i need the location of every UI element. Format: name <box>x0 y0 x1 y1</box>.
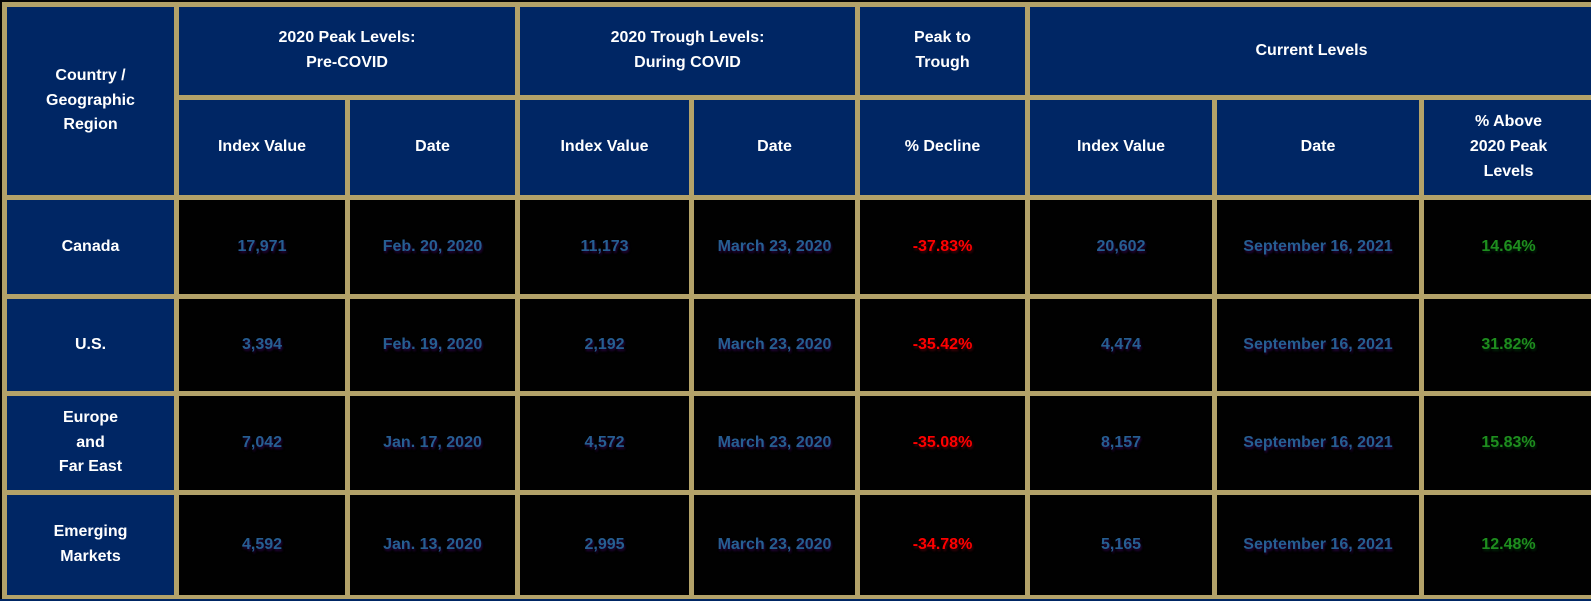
region-label: Emerging Markets <box>2 490 179 600</box>
current-index-value: 5,165 <box>1025 490 1217 600</box>
subheader-percent-above-peak: % Above 2020 Peak Levels <box>1418 95 1591 200</box>
peak-index-value: 17,971 <box>174 195 350 299</box>
current-index-value: 20,602 <box>1025 195 1217 299</box>
trough-index-value: 4,572 <box>515 391 694 495</box>
subheader-trough-date: Date <box>689 95 860 200</box>
current-index-value: 4,474 <box>1025 294 1217 396</box>
header-trough-levels-group: 2020 Trough Levels: During COVID <box>515 2 860 100</box>
trough-index-value: 2,995 <box>515 490 694 600</box>
table-row-emerging-markets: Emerging Markets 4,592 Jan. 13, 2020 2,9… <box>2 490 1591 600</box>
peak-date: Feb. 20, 2020 <box>345 195 520 299</box>
subheader-current-date: Date <box>1212 95 1424 200</box>
trough-index-value: 2,192 <box>515 294 694 396</box>
sub-header-row: Index Value Date Index Value Date % Decl… <box>5 95 1591 200</box>
header-current-levels-group: Current Levels <box>1024 2 1591 100</box>
percent-decline: -35.42% <box>855 294 1030 396</box>
table-row-europe-far-east: Europe and Far East 7,042 Jan. 17, 2020 … <box>2 391 1591 495</box>
header-country-region: Country / Geographic Region <box>2 2 179 200</box>
region-label: Europe and Far East <box>2 391 179 495</box>
peak-index-value: 3,394 <box>174 294 350 396</box>
peak-date: Jan. 13, 2020 <box>345 490 520 600</box>
trough-date: March 23, 2020 <box>689 490 860 600</box>
peak-index-value: 7,042 <box>174 391 350 495</box>
current-date: September 16, 2021 <box>1212 391 1424 495</box>
trough-date: March 23, 2020 <box>689 294 860 396</box>
subheader-percent-decline: % Decline <box>855 95 1030 200</box>
trough-index-value: 11,173 <box>515 195 694 299</box>
percent-decline: -37.83% <box>855 195 1030 299</box>
percent-above-peak: 31.82% <box>1418 294 1591 396</box>
current-index-value: 8,157 <box>1025 391 1217 495</box>
bottom-accent-line <box>0 599 1591 601</box>
current-date: September 16, 2021 <box>1212 195 1424 299</box>
header-peak-levels-group: 2020 Peak Levels: Pre-COVID <box>174 2 520 100</box>
percent-above-peak: 15.83% <box>1418 391 1591 495</box>
peak-index-value: 4,592 <box>174 490 350 600</box>
percent-decline: -34.78% <box>855 490 1030 600</box>
trough-date: March 23, 2020 <box>689 195 860 299</box>
region-label: Canada <box>2 195 179 299</box>
subheader-peak-date: Date <box>345 95 520 200</box>
header-peak-to-trough: Peak to Trough <box>855 2 1030 100</box>
header-group-row: Country / Geographic Region 2020 Peak Le… <box>2 2 1591 200</box>
region-label: U.S. <box>2 294 179 396</box>
percent-above-peak: 12.48% <box>1418 490 1591 600</box>
trough-date: March 23, 2020 <box>689 391 860 495</box>
current-date: September 16, 2021 <box>1212 490 1424 600</box>
table-row-canada: Canada 17,971 Feb. 20, 2020 11,173 March… <box>2 195 1591 299</box>
peak-date: Feb. 19, 2020 <box>345 294 520 396</box>
percent-above-peak: 14.64% <box>1418 195 1591 299</box>
subheader-current-index-value: Index Value <box>1025 95 1217 200</box>
current-date: September 16, 2021 <box>1212 294 1424 396</box>
subheader-peak-index-value: Index Value <box>174 95 350 200</box>
percent-decline: -35.08% <box>855 391 1030 495</box>
subheader-trough-index-value: Index Value <box>515 95 694 200</box>
table-row-us: U.S. 3,394 Feb. 19, 2020 2,192 March 23,… <box>2 294 1591 396</box>
peak-date: Jan. 17, 2020 <box>345 391 520 495</box>
